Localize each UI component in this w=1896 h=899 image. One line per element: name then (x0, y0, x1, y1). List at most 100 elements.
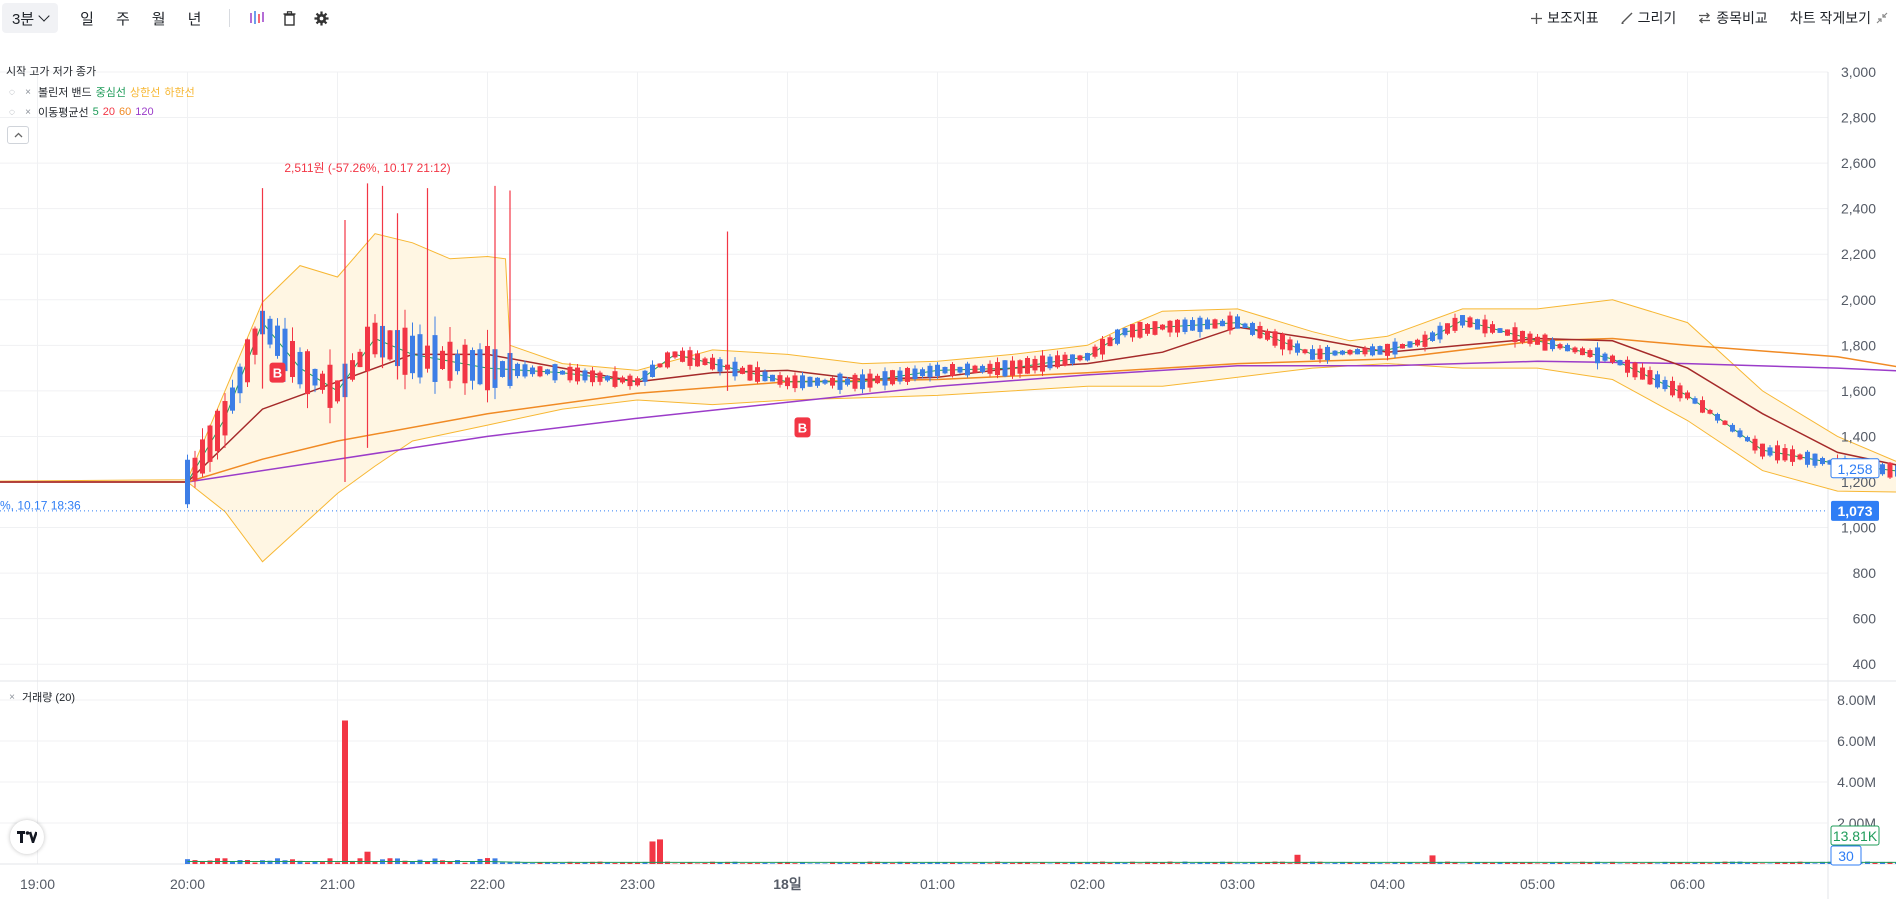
volume-bar (1392, 862, 1398, 864)
y-tick-label: 400 (1853, 656, 1877, 672)
bollinger-upper-line (0, 233, 1896, 482)
interval-select[interactable]: 3분 (2, 3, 59, 33)
y-tick-label: 2,600 (1841, 155, 1876, 171)
indicators-button[interactable]: 보조지표 (1531, 8, 1599, 28)
candle-body (1430, 332, 1435, 341)
volume-bar (1047, 863, 1053, 864)
volume-bar (1257, 862, 1263, 864)
close-icon[interactable]: × (9, 691, 15, 703)
bollinger-fill-area (0, 233, 1896, 562)
candlestick-type-icon[interactable] (248, 9, 266, 27)
volume-bar (1332, 862, 1338, 864)
period-year[interactable]: 년 (187, 10, 202, 28)
volume-bar (800, 862, 805, 864)
period-month[interactable]: 월 (151, 10, 166, 28)
volume-bar (1715, 862, 1720, 864)
tradingview-logo[interactable] (10, 820, 44, 854)
period-week[interactable]: 주 (115, 10, 130, 28)
volume-bar (312, 861, 318, 864)
volume-bar (1115, 862, 1120, 864)
eye-off-icon[interactable]: ◌ (9, 86, 15, 98)
trash-icon[interactable] (280, 9, 298, 27)
bollinger-lower-line (0, 363, 1896, 563)
candle-body (710, 357, 715, 370)
candle-body (245, 339, 250, 383)
volume-bar (1205, 862, 1210, 864)
volume-bar (1685, 863, 1690, 864)
volume-bar (1880, 861, 1885, 864)
candle-body (755, 367, 760, 382)
candle-body (1107, 337, 1113, 347)
candle-body (860, 374, 865, 390)
candle-body (995, 362, 1000, 376)
candle-body (920, 369, 925, 377)
candle-body (327, 364, 333, 408)
low-price-annotation: %, 10.17 18:36 (0, 498, 81, 512)
candle-body (545, 369, 550, 375)
candle-body (1197, 317, 1203, 332)
candle-body (237, 366, 243, 394)
legend-collapse-button[interactable] (7, 126, 29, 144)
candle-body (252, 328, 258, 355)
interval-label: 3분 (12, 10, 35, 28)
close-icon[interactable]: × (25, 86, 31, 98)
volume-bar (725, 861, 730, 864)
draw-button[interactable]: 그리기 (1621, 8, 1676, 28)
candle-body (1812, 453, 1818, 466)
marker-badge (269, 362, 286, 383)
price-chart[interactable]: BBSSS 3,0002,8002,6002,4002,2002,0001,80… (0, 36, 1896, 899)
volume-bar (560, 863, 565, 864)
volume-bar (1677, 862, 1683, 864)
candle-body (515, 363, 520, 377)
candle-body (972, 365, 978, 373)
volume-bar (1347, 862, 1353, 864)
candle-body (1287, 339, 1293, 351)
volume-bar (440, 860, 445, 864)
candle-body (230, 387, 235, 411)
candle-body (777, 375, 783, 385)
high-price-annotation: 2,511원 (-57.26%, 10.17 21:12) (284, 161, 450, 175)
candle-body (1407, 341, 1413, 348)
candle-body (1760, 443, 1765, 457)
volume-tick-label: 4.00M (1837, 774, 1876, 790)
volume-bar (515, 861, 520, 864)
volume-bar (1602, 863, 1608, 864)
candle-body (665, 352, 670, 368)
volume-bar (785, 861, 790, 864)
volume-bar (807, 863, 813, 864)
candle-body (215, 410, 220, 452)
volume-bar (1745, 862, 1750, 864)
volume-bar (237, 860, 243, 864)
candle-body (740, 367, 745, 374)
period-day[interactable]: 일 (80, 10, 94, 28)
volume-bars (185, 720, 1896, 864)
volume-bar (1670, 862, 1675, 864)
eye-off-icon[interactable]: ◌ (9, 106, 15, 118)
candle-body (447, 341, 453, 381)
collapse-arrows-icon (1876, 12, 1888, 24)
ma-legend: ◌ × 이동평균선 5 20 60 120 (6, 104, 154, 120)
gear-icon[interactable] (312, 9, 330, 27)
volume-bar (500, 862, 505, 864)
volume-bar (1812, 863, 1818, 864)
volume-bar (1872, 862, 1878, 864)
chart-toolbar: 3분 일 주 월 년 보조지표 그리기 종목비교 차트 작게 (0, 0, 1896, 36)
candle-body (1362, 348, 1368, 355)
volume-bar (1355, 862, 1360, 864)
compact-view-button[interactable]: 차트 작게보기 (1790, 8, 1888, 28)
candle-body (912, 368, 918, 380)
volume-tick-label: 8.00M (1837, 692, 1876, 708)
ma120-label: 120 (135, 106, 154, 118)
volume-bar (590, 861, 595, 864)
volume-bar (1340, 861, 1345, 864)
volume-bar (545, 862, 550, 864)
volume-bar (965, 863, 970, 864)
buy-marker: B (794, 417, 811, 438)
volume-bar (642, 861, 648, 864)
compare-button[interactable]: 종목비교 (1698, 8, 1768, 28)
candle-body (1265, 330, 1270, 340)
candle-body (687, 350, 693, 366)
volume-bar (192, 860, 198, 864)
close-icon[interactable]: × (25, 106, 31, 118)
candle-body (1167, 320, 1173, 333)
